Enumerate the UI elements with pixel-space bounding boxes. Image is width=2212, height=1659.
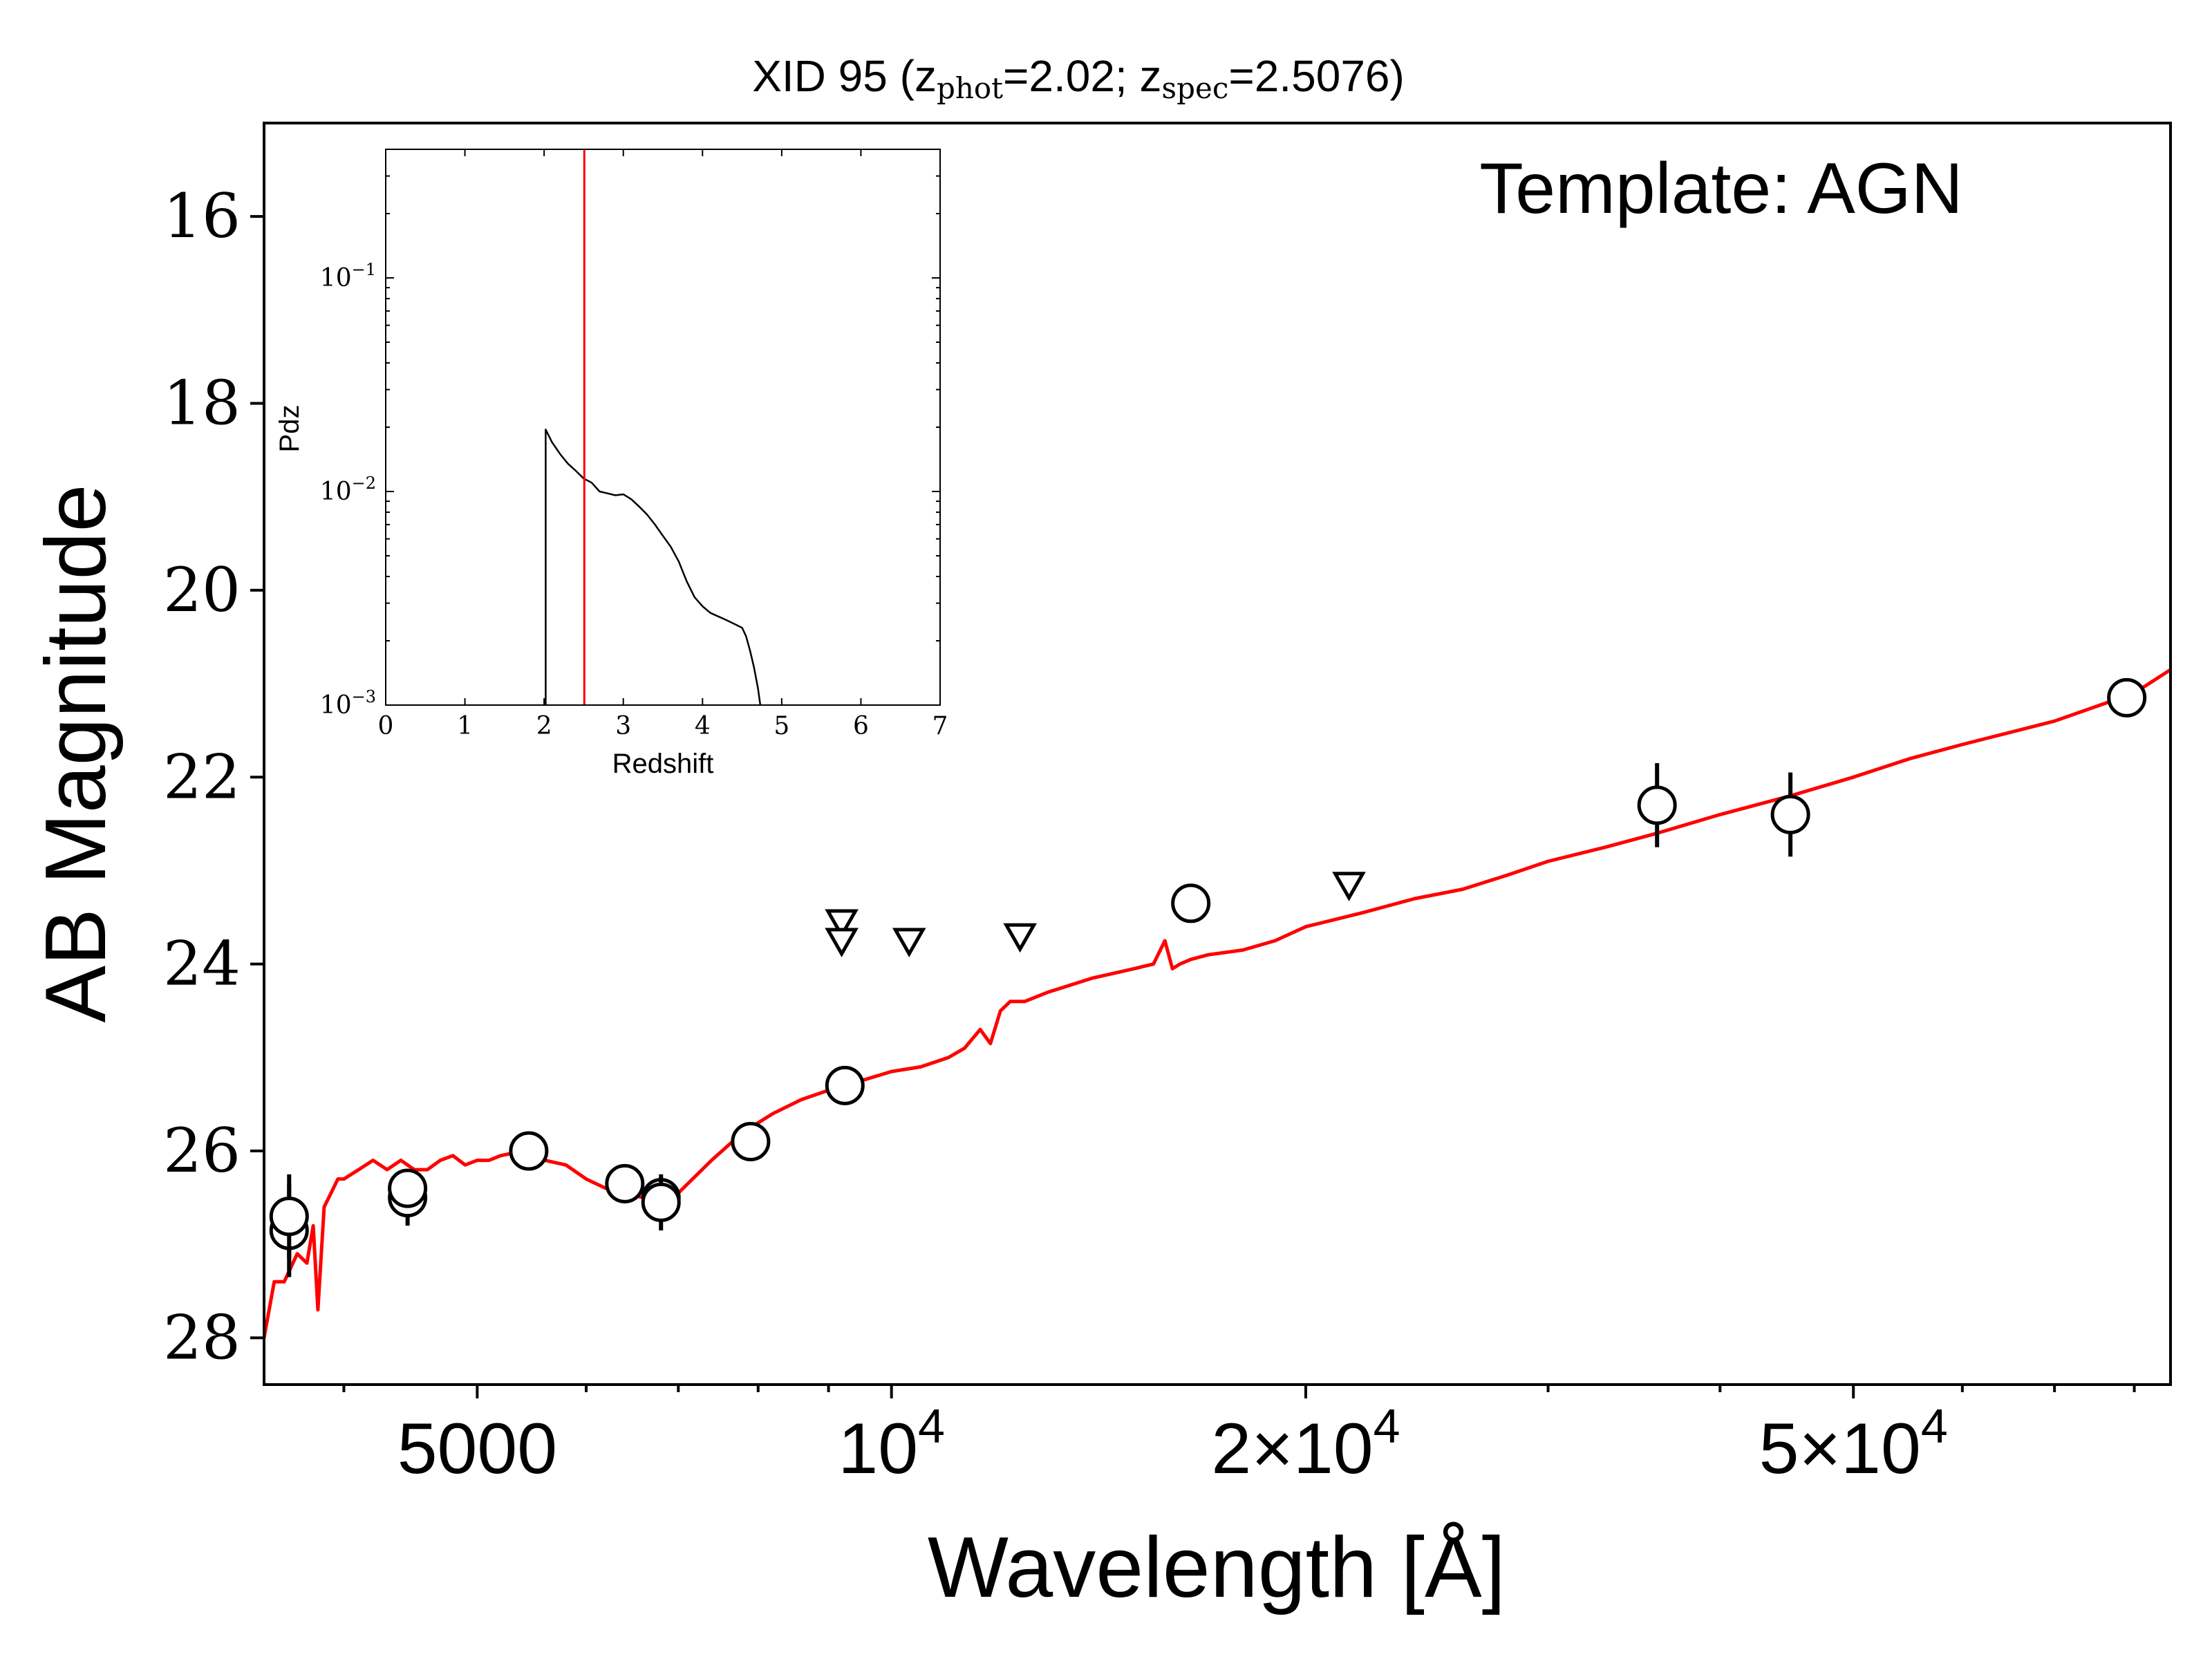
inset-x-tick-label: 4 [695, 712, 711, 740]
x-tick-label: 104 [838, 1399, 945, 1489]
y-tick-label: 28 [163, 1302, 241, 1373]
inset-x-tick-label: 1 [457, 712, 473, 740]
photometry-point [388, 1168, 428, 1208]
photometry-point [605, 1163, 645, 1203]
data-marker [1770, 794, 1810, 834]
x-axis-label: Wavelength [Å] [928, 1520, 1506, 1615]
inset-x-tick-label: 7 [932, 712, 948, 740]
data-marker [825, 1065, 865, 1105]
y-tick-label: 26 [163, 1115, 241, 1186]
inset-x-tick-label: 6 [853, 712, 869, 740]
data-marker [1171, 883, 1211, 924]
x-tick-label: 5×104 [1759, 1399, 1948, 1489]
data-marker [641, 1182, 681, 1222]
template-annotation: Template: AGN [1479, 149, 1962, 229]
inset-x-tick-label: 5 [774, 712, 789, 740]
title-sub-phot: phot [937, 71, 1003, 105]
photometry-point [2107, 677, 2147, 718]
data-marker [388, 1168, 428, 1208]
inset-y-label: Pdz [274, 405, 305, 453]
photometry-point [641, 1174, 681, 1230]
photometry-point [1770, 772, 1810, 857]
photometry-point [269, 1174, 309, 1259]
y-axis-label: AB Magnitude [28, 485, 124, 1023]
data-marker [1637, 785, 1677, 825]
title-mid: =2.02; z [1003, 51, 1162, 101]
chart-title: XID 95 (zphot=2.02; zspec=2.5076) [752, 51, 1405, 105]
photometry-point [1637, 763, 1677, 847]
inset-y-tick-label: 10−1 [320, 260, 376, 292]
y-tick-label: 22 [163, 741, 241, 812]
y-tick-label: 20 [163, 554, 241, 626]
title-suffix: =2.5076) [1228, 51, 1404, 101]
inset-x-tick-label: 3 [615, 712, 631, 740]
photometry-point [825, 1065, 865, 1105]
upper-limit-marker [1003, 923, 1037, 953]
y-tick-label: 18 [163, 368, 241, 439]
upper-limit-marker [825, 928, 859, 957]
data-marker [2107, 677, 2147, 718]
inset-x-tick-label: 0 [378, 712, 394, 740]
pdz-curve [545, 429, 762, 706]
inset-x-tick-label: 2 [536, 712, 552, 740]
data-marker [269, 1197, 309, 1237]
photometry-point [509, 1131, 549, 1171]
title-sub-spec: spec [1162, 71, 1229, 105]
template-curve-layer [262, 668, 2172, 1338]
x-tick-label: 5000 [397, 1409, 557, 1489]
data-marker [509, 1131, 549, 1171]
inset-background [386, 149, 940, 705]
y-tick-label: 16 [163, 180, 241, 252]
upper-limit-marker [825, 909, 859, 939]
y-tick-label: 24 [163, 928, 241, 1000]
inset-y-tick-label: 10−2 [320, 474, 376, 506]
x-tick-label: 2×104 [1211, 1399, 1400, 1489]
main-plot-frame [263, 122, 2172, 1386]
photometry-layer [269, 677, 2147, 1277]
upper-limit-marker [892, 928, 926, 957]
template-curve [262, 668, 2172, 1338]
title-prefix: XID 95 (z [752, 51, 937, 101]
inset-y-tick-label: 10−3 [320, 687, 376, 720]
photometry-point [731, 1122, 771, 1162]
data-marker [605, 1163, 645, 1203]
upper-limit-marker [1332, 872, 1366, 901]
inset-x-label: Redshift [612, 749, 714, 779]
photometry-point [1171, 883, 1211, 924]
upper-limits-layer [825, 872, 1366, 957]
inset-frame [385, 149, 941, 706]
data-marker [731, 1122, 771, 1162]
